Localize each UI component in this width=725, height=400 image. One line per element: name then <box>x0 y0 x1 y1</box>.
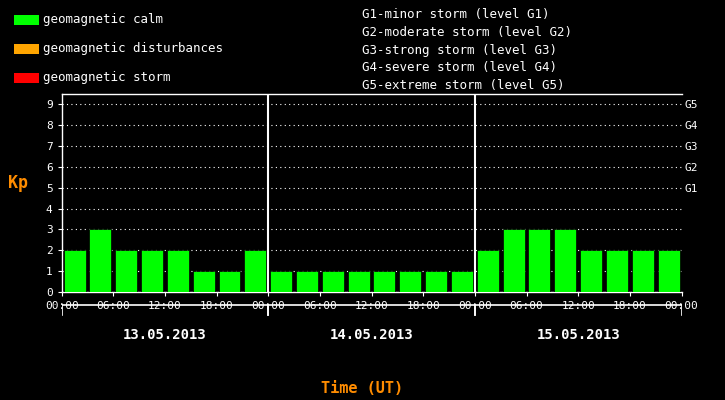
Bar <box>399 271 421 292</box>
Text: geomagnetic disturbances: geomagnetic disturbances <box>44 42 223 55</box>
Text: G2-moderate storm (level G2): G2-moderate storm (level G2) <box>362 26 573 39</box>
Text: Kp: Kp <box>8 174 28 192</box>
Bar <box>270 271 292 292</box>
Text: geomagnetic storm: geomagnetic storm <box>44 72 171 84</box>
Bar <box>373 271 395 292</box>
Bar <box>322 271 344 292</box>
Bar <box>64 250 86 292</box>
Bar <box>425 271 447 292</box>
Bar <box>193 271 215 292</box>
Text: 14.05.2013: 14.05.2013 <box>330 328 413 342</box>
Bar <box>89 230 112 292</box>
Bar <box>296 271 318 292</box>
Bar <box>14 14 39 25</box>
Text: G5-extreme storm (level G5): G5-extreme storm (level G5) <box>362 79 565 92</box>
Bar <box>451 271 473 292</box>
Bar <box>502 230 525 292</box>
Bar <box>555 230 576 292</box>
Text: G3-strong storm (level G3): G3-strong storm (level G3) <box>362 44 558 57</box>
Text: Time (UT): Time (UT) <box>321 381 404 396</box>
Bar <box>529 230 550 292</box>
Bar <box>115 250 137 292</box>
Bar <box>14 73 39 83</box>
Bar <box>167 250 188 292</box>
Text: geomagnetic calm: geomagnetic calm <box>44 13 163 26</box>
Bar <box>348 271 370 292</box>
Text: G1-minor storm (level G1): G1-minor storm (level G1) <box>362 8 550 21</box>
Bar <box>477 250 499 292</box>
Bar <box>244 250 266 292</box>
Text: 15.05.2013: 15.05.2013 <box>536 328 620 342</box>
Bar <box>658 250 679 292</box>
Bar <box>580 250 602 292</box>
Bar <box>14 44 39 54</box>
Bar <box>141 250 163 292</box>
Bar <box>631 250 654 292</box>
Bar <box>606 250 628 292</box>
Text: G4-severe storm (level G4): G4-severe storm (level G4) <box>362 61 558 74</box>
Text: 13.05.2013: 13.05.2013 <box>123 328 207 342</box>
Bar <box>218 271 241 292</box>
